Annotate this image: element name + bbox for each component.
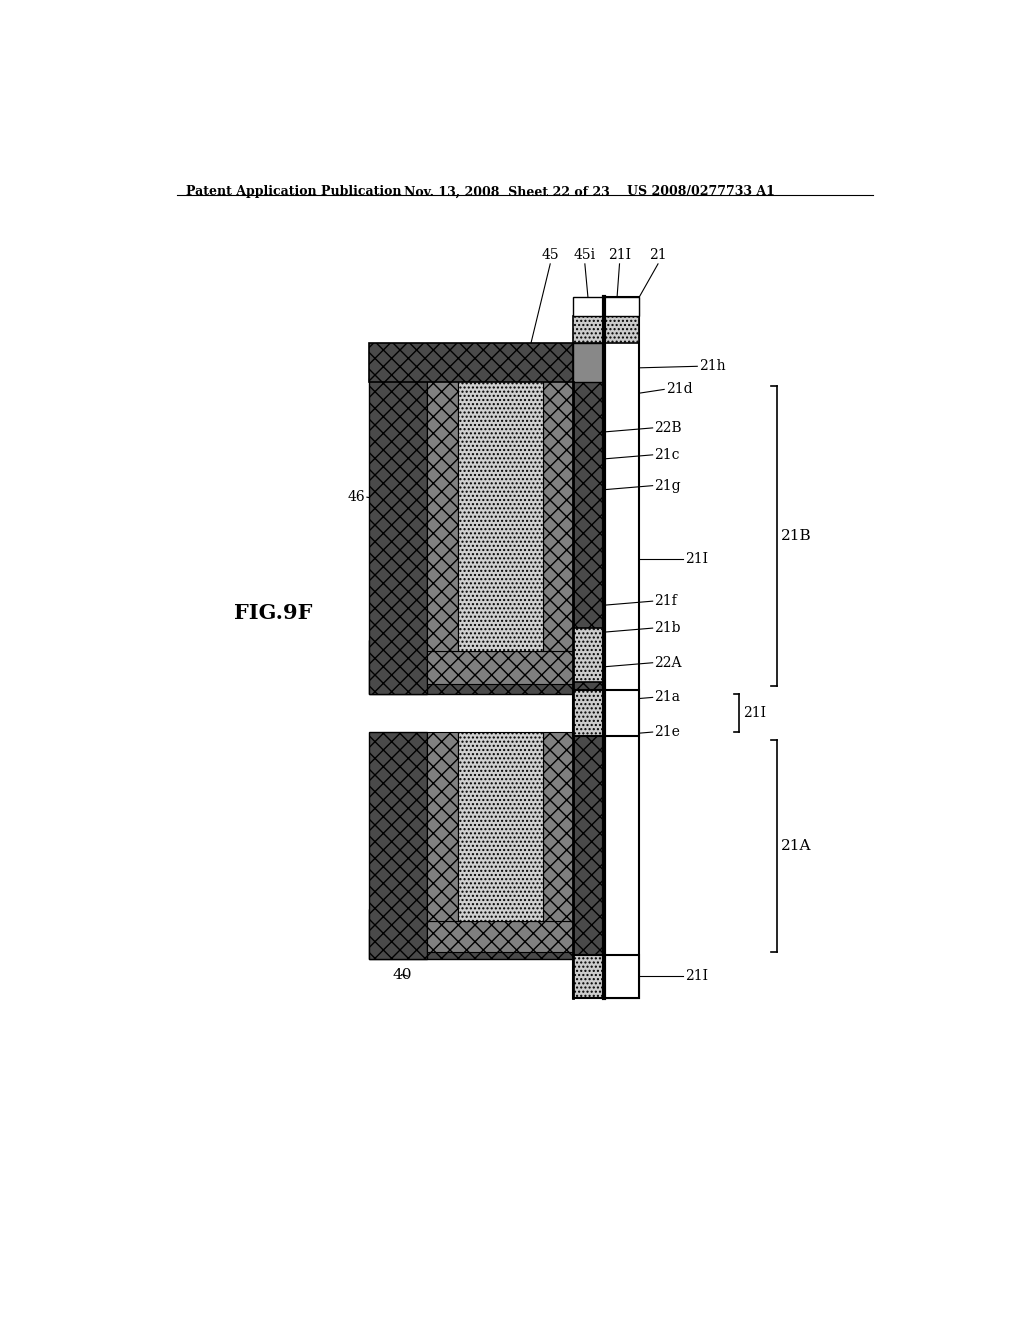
Bar bbox=[573, 956, 604, 998]
Text: 22A: 22A bbox=[654, 656, 682, 669]
Bar bbox=[573, 628, 604, 682]
Bar bbox=[427, 921, 573, 952]
Bar bbox=[370, 378, 427, 693]
Text: 23A: 23A bbox=[455, 822, 469, 850]
Text: 21: 21 bbox=[649, 248, 667, 263]
Text: 21g: 21g bbox=[654, 479, 681, 492]
Text: 21I: 21I bbox=[742, 706, 766, 719]
Text: Nov. 13, 2008  Sheet 22 of 23: Nov. 13, 2008 Sheet 22 of 23 bbox=[403, 185, 609, 198]
Bar bbox=[427, 733, 458, 921]
Text: 21h: 21h bbox=[698, 359, 725, 374]
Text: FIG.9F: FIG.9F bbox=[233, 603, 312, 623]
Text: 22B: 22B bbox=[654, 421, 682, 434]
Bar bbox=[370, 909, 604, 960]
Text: 21b: 21b bbox=[654, 622, 681, 635]
Bar bbox=[543, 378, 573, 651]
Text: 21B: 21B bbox=[781, 529, 812, 543]
Text: 21d: 21d bbox=[666, 383, 692, 396]
Bar bbox=[573, 956, 639, 998]
Text: 40: 40 bbox=[392, 968, 412, 982]
Bar bbox=[458, 733, 543, 921]
Text: 45i: 45i bbox=[573, 248, 596, 263]
Bar bbox=[370, 640, 604, 693]
Text: Patent Application Publication: Patent Application Publication bbox=[186, 185, 401, 198]
Bar bbox=[573, 689, 604, 737]
Bar bbox=[458, 378, 543, 651]
Text: 21c: 21c bbox=[654, 447, 680, 462]
Text: 21a: 21a bbox=[654, 690, 680, 705]
Bar bbox=[543, 733, 573, 921]
Bar bbox=[370, 733, 427, 960]
Bar bbox=[573, 733, 604, 960]
Text: 21f: 21f bbox=[654, 594, 677, 609]
Text: 23B: 23B bbox=[501, 429, 515, 457]
Text: 21I: 21I bbox=[608, 248, 631, 263]
Bar bbox=[604, 689, 639, 737]
Bar bbox=[427, 378, 458, 651]
Bar bbox=[370, 343, 573, 381]
Bar bbox=[573, 317, 639, 343]
Text: 21I: 21I bbox=[685, 552, 708, 566]
Bar bbox=[573, 343, 604, 381]
Bar bbox=[573, 297, 639, 317]
Text: 21A: 21A bbox=[781, 840, 812, 853]
Bar bbox=[573, 378, 604, 693]
Bar bbox=[427, 651, 573, 684]
Text: 21e: 21e bbox=[654, 725, 680, 739]
Bar bbox=[604, 956, 639, 998]
Bar bbox=[604, 297, 639, 998]
Bar bbox=[573, 689, 639, 737]
Text: 21I: 21I bbox=[685, 969, 708, 983]
Text: US 2008/0277733 A1: US 2008/0277733 A1 bbox=[628, 185, 775, 198]
Text: 46: 46 bbox=[348, 490, 366, 504]
Text: 45: 45 bbox=[542, 248, 559, 263]
